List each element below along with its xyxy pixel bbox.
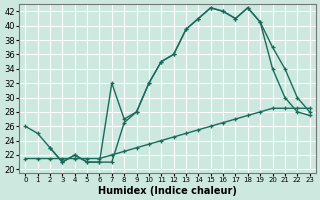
X-axis label: Humidex (Indice chaleur): Humidex (Indice chaleur) — [98, 186, 237, 196]
